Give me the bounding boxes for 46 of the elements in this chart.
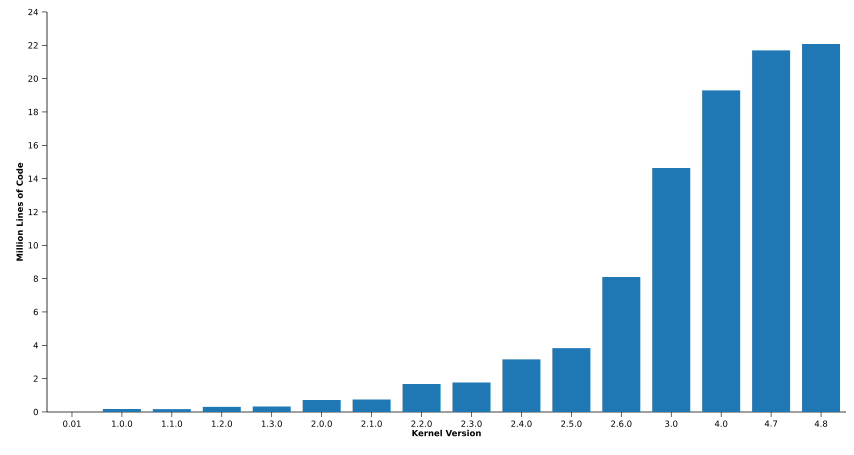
x-tick-label: 2.0.0 bbox=[312, 420, 332, 427]
bar bbox=[402, 384, 441, 412]
bar bbox=[202, 406, 241, 412]
x-tick-label: 1.1.0 bbox=[162, 420, 182, 427]
bar bbox=[152, 409, 191, 412]
x-axis-title: Kernel Version bbox=[412, 430, 481, 436]
y-tick-label: 6 bbox=[34, 308, 38, 316]
y-tick-label: 0 bbox=[34, 408, 38, 416]
y-tick-label: 2 bbox=[34, 376, 38, 382]
x-tick-label: 4.0 bbox=[714, 420, 728, 427]
bar bbox=[302, 400, 341, 412]
y-axis-title: Million Lines of Code bbox=[16, 162, 23, 261]
y-tick-label: 12 bbox=[28, 208, 38, 216]
bar bbox=[652, 168, 690, 412]
bar bbox=[552, 348, 590, 412]
y-tick-label: 4 bbox=[34, 342, 38, 348]
x-tick-label: 3.0 bbox=[665, 420, 678, 427]
x-tick-label: 2.6.0 bbox=[611, 420, 632, 427]
bar bbox=[502, 359, 540, 412]
x-tick-label: 2.4.0 bbox=[511, 420, 532, 427]
y-tick-label: 16 bbox=[28, 142, 38, 149]
y-tick-label: 24 bbox=[28, 8, 38, 16]
bar bbox=[102, 408, 141, 412]
x-tick-label: 2.2.0 bbox=[411, 420, 432, 427]
x-tick-label: 0.01 bbox=[63, 420, 81, 427]
y-tick-label: 8 bbox=[34, 275, 38, 282]
y-tick-label: 18 bbox=[28, 108, 38, 116]
bar bbox=[702, 90, 740, 412]
bar bbox=[452, 382, 490, 412]
x-tick-label: 1.2.0 bbox=[212, 420, 232, 427]
bar bbox=[752, 50, 790, 412]
bar bbox=[802, 44, 840, 412]
x-tick-label: 4.8 bbox=[814, 420, 828, 427]
x-tick-label: 2.3.0 bbox=[461, 420, 482, 427]
y-tick-label: 10 bbox=[28, 242, 38, 249]
x-tick-label: 1.0.0 bbox=[112, 420, 132, 427]
y-tick-label: 22 bbox=[28, 42, 38, 48]
x-tick-label: 1.3.0 bbox=[262, 420, 282, 427]
x-tick-label: 2.1.0 bbox=[361, 420, 382, 427]
bar bbox=[252, 406, 291, 412]
bar bbox=[602, 276, 640, 412]
x-tick-label: 4.7 bbox=[764, 420, 778, 427]
y-tick-label: 20 bbox=[28, 75, 38, 82]
x-tick-label: 2.5.0 bbox=[561, 420, 582, 427]
bar bbox=[352, 399, 391, 412]
y-tick-label: 14 bbox=[28, 176, 38, 182]
